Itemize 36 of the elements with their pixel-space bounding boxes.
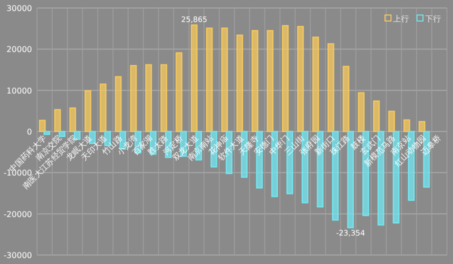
bar: [373, 100, 380, 132]
bar: [221, 28, 228, 132]
bar: [252, 30, 258, 132]
bar: [358, 92, 365, 132]
y-tick-label: 0: [26, 128, 32, 136]
bar: [130, 65, 137, 132]
bar: [69, 107, 76, 132]
y-tick-label: 30000: [6, 4, 32, 13]
bar: [84, 90, 92, 132]
bar: [312, 36, 320, 132]
bar: [236, 34, 244, 132]
y-tick-label: -10000: [4, 168, 32, 178]
bar: [176, 52, 182, 132]
legend-label: 上行: [393, 14, 409, 24]
bar: [54, 109, 61, 132]
y-tick-label: 10000: [6, 86, 32, 96]
bar: [266, 30, 274, 132]
bar: [328, 43, 334, 132]
bar: [342, 66, 350, 132]
y-tick-label: 20000: [6, 45, 32, 54]
bar: [160, 64, 168, 132]
bar: [114, 76, 122, 132]
bar: [388, 110, 395, 132]
bar: [43, 130, 50, 135]
bar: [282, 25, 289, 132]
bar: [403, 119, 410, 132]
bar: [190, 24, 198, 132]
y-tick-label: -30000: [4, 251, 32, 260]
bar: [297, 26, 304, 132]
y-tick-label: -20000: [4, 210, 32, 219]
bar: [145, 64, 152, 132]
bar: [38, 120, 46, 132]
bar: [418, 121, 426, 132]
bar: [206, 28, 213, 132]
legend-label: 下行: [425, 14, 441, 24]
bar: [100, 84, 106, 132]
